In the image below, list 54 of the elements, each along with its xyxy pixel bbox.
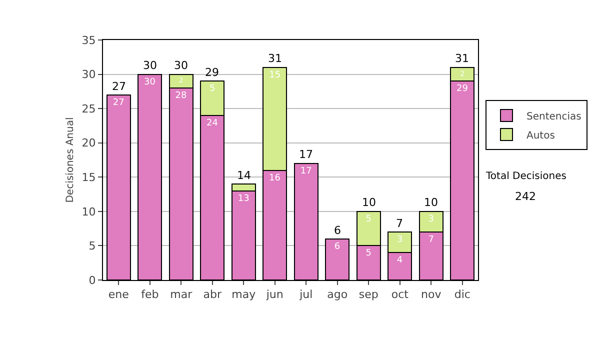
data-label: 3 xyxy=(428,214,434,224)
y-tick-label: 20 xyxy=(82,136,96,150)
data-label: 6 xyxy=(334,242,340,252)
data-label: 7 xyxy=(428,235,434,245)
x-tick-label: mar xyxy=(170,288,193,302)
data-label: 15 xyxy=(269,70,281,80)
data-label: 27 xyxy=(112,98,124,108)
y-tick-label: 5 xyxy=(88,240,96,253)
total-label: 30 xyxy=(143,59,157,72)
data-label: 16 xyxy=(269,173,281,184)
data-label: 24 xyxy=(206,118,218,128)
total-label: 27 xyxy=(112,80,126,93)
data-label: 5 xyxy=(210,84,216,94)
y-tick-label: 0 xyxy=(88,274,96,287)
total-label: 29 xyxy=(205,66,219,79)
y-axis-title: Decisiones Anual xyxy=(65,117,76,203)
x-tick-label: ago xyxy=(327,288,348,302)
legend-label: Autos xyxy=(526,130,555,142)
data-label: 4 xyxy=(396,256,403,266)
total-label: 7 xyxy=(396,217,403,230)
y-tick-label: 25 xyxy=(82,102,96,116)
x-tick-label: oct xyxy=(391,288,410,302)
text: 242 xyxy=(515,190,536,203)
total-label: 14 xyxy=(237,169,251,182)
y-tick-label: 10 xyxy=(82,205,96,218)
total-label: 31 xyxy=(455,52,469,65)
total-label: 6 xyxy=(334,224,341,237)
data-label: 13 xyxy=(238,194,250,204)
data-label: 5 xyxy=(366,214,372,224)
data-label: 29 xyxy=(456,84,468,94)
data-label: 5 xyxy=(366,248,372,259)
data-label: 17 xyxy=(300,166,312,176)
total-label: 17 xyxy=(299,148,313,161)
y-tick-label: 30 xyxy=(82,68,96,82)
data-label: 28 xyxy=(175,91,187,101)
x-tick-label: abr xyxy=(203,288,222,302)
text: Total Decisiones xyxy=(485,171,566,182)
y-tick-label: 15 xyxy=(82,170,96,184)
x-tick-label: nov xyxy=(421,288,442,302)
total-label: 30 xyxy=(174,59,188,72)
total-label: 31 xyxy=(268,52,282,65)
total-label: 10 xyxy=(424,196,438,209)
total-label: 10 xyxy=(362,196,376,209)
y-tick-label: 35 xyxy=(82,34,96,47)
x-tick-label: feb xyxy=(141,288,159,302)
x-tick-label: sep xyxy=(358,288,378,302)
x-tick-label: jul xyxy=(298,288,313,302)
x-tick-label: may xyxy=(232,288,256,302)
x-tick-label: ene xyxy=(108,288,130,302)
data-label: 30 xyxy=(144,77,156,88)
x-tick-label: dic xyxy=(454,288,470,302)
legend-label: Sentencias xyxy=(526,111,582,122)
x-tick-label: jun xyxy=(265,288,284,302)
data-label: 3 xyxy=(397,235,403,245)
